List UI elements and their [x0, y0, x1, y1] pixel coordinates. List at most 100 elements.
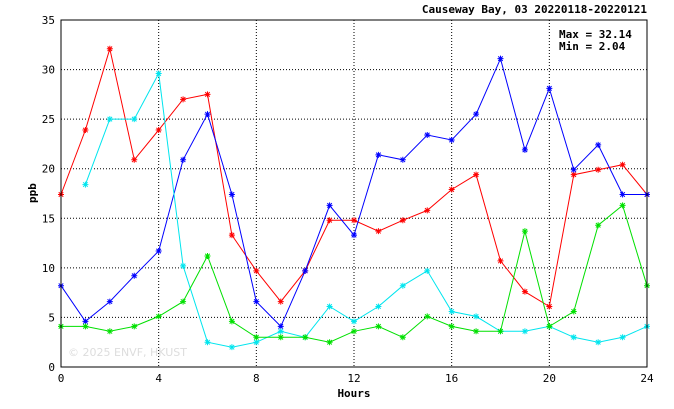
- data-point: [424, 267, 431, 274]
- y-tick-label: 35: [42, 14, 55, 27]
- data-point: [204, 339, 211, 346]
- data-point: [155, 313, 162, 320]
- data-point: [277, 328, 284, 335]
- data-point: [570, 171, 577, 178]
- data-point: [351, 328, 357, 335]
- data-point: [399, 282, 406, 289]
- x-tick-label: 16: [445, 372, 458, 385]
- grid-lines: [61, 20, 647, 367]
- x-tick-label: 12: [347, 372, 360, 385]
- data-point: [351, 232, 357, 239]
- data-point: [326, 217, 333, 224]
- data-point: [375, 303, 382, 310]
- data-point: [131, 116, 138, 123]
- data-point: [521, 328, 528, 335]
- data-point: [497, 257, 504, 264]
- data-point: [497, 328, 504, 335]
- data-point: [473, 111, 480, 118]
- series-line: [84, 71, 648, 348]
- data-point: [473, 313, 480, 320]
- data-point: [448, 323, 455, 330]
- data-point: [131, 272, 138, 279]
- data-point: [204, 111, 211, 118]
- data-point: [228, 232, 235, 239]
- data-point: [375, 151, 382, 158]
- data-point: [619, 191, 626, 198]
- data-point: [302, 334, 309, 341]
- data-point: [228, 344, 235, 351]
- y-tick-label: 30: [42, 64, 55, 77]
- data-point: [253, 334, 260, 341]
- data-point: [375, 323, 382, 330]
- y-tick-label: 25: [42, 113, 55, 126]
- data-point: [521, 288, 528, 295]
- data-point: [619, 334, 626, 341]
- data-point: [448, 308, 455, 315]
- series-0: [58, 45, 650, 310]
- y-tick-label: 0: [48, 361, 55, 374]
- x-tick-label: 4: [155, 372, 162, 385]
- data-point: [326, 202, 333, 209]
- data-point: [448, 186, 455, 193]
- x-axis-title: Hours: [337, 387, 370, 400]
- data-point: [424, 313, 431, 320]
- series-2: [82, 70, 650, 351]
- data-point: [399, 334, 406, 341]
- data-point: [180, 298, 187, 305]
- data-point: [155, 127, 162, 134]
- data-point: [399, 156, 406, 163]
- data-point: [253, 298, 260, 305]
- data-point: [375, 228, 382, 235]
- plot-frame: [60, 19, 648, 368]
- max-stat: Max = 32.14: [559, 28, 632, 41]
- data-point: [277, 323, 284, 330]
- data-point: [619, 202, 626, 209]
- data-point: [424, 132, 431, 139]
- data-point: [302, 267, 309, 274]
- data-point: [399, 217, 406, 224]
- x-tick-label: 0: [58, 372, 65, 385]
- data-point: [82, 127, 89, 134]
- data-point: [521, 146, 528, 153]
- tick-labels: 0 4 8 12 16 20 24 0 5 10 15 20 25 30 35: [42, 14, 654, 385]
- data-point: [448, 136, 455, 143]
- data-point: [106, 116, 113, 123]
- data-point: [106, 45, 113, 52]
- y-tick-label: 20: [42, 163, 55, 176]
- x-tick-label: 24: [640, 372, 654, 385]
- series-layer: [58, 45, 650, 351]
- data-point: [180, 156, 187, 163]
- data-point: [570, 166, 577, 173]
- data-point: [106, 328, 113, 335]
- data-point: [131, 323, 138, 330]
- data-point: [277, 298, 284, 305]
- data-point: [82, 318, 89, 325]
- data-point: [595, 166, 602, 173]
- series-3: [58, 202, 650, 346]
- data-point: [570, 334, 577, 341]
- y-tick-label: 15: [42, 212, 55, 225]
- data-point: [424, 207, 431, 214]
- data-point: [546, 323, 553, 330]
- data-point: [546, 85, 553, 92]
- data-point: [351, 318, 357, 325]
- data-point: [228, 318, 235, 325]
- data-point: [253, 339, 260, 346]
- y-axis-title: ppb: [26, 183, 39, 203]
- data-point: [521, 228, 528, 235]
- x-tick-label: 20: [543, 372, 556, 385]
- data-point: [204, 91, 211, 98]
- data-point: [82, 323, 89, 330]
- data-point: [180, 96, 187, 103]
- data-point: [326, 339, 333, 346]
- x-tick-label: 8: [253, 372, 260, 385]
- data-point: [277, 334, 284, 341]
- y-tick-label: 5: [48, 311, 55, 324]
- data-point: [82, 181, 89, 188]
- data-point: [180, 262, 187, 269]
- data-point: [253, 267, 260, 274]
- data-point: [619, 161, 626, 168]
- data-point: [131, 156, 138, 163]
- data-point: [595, 339, 602, 346]
